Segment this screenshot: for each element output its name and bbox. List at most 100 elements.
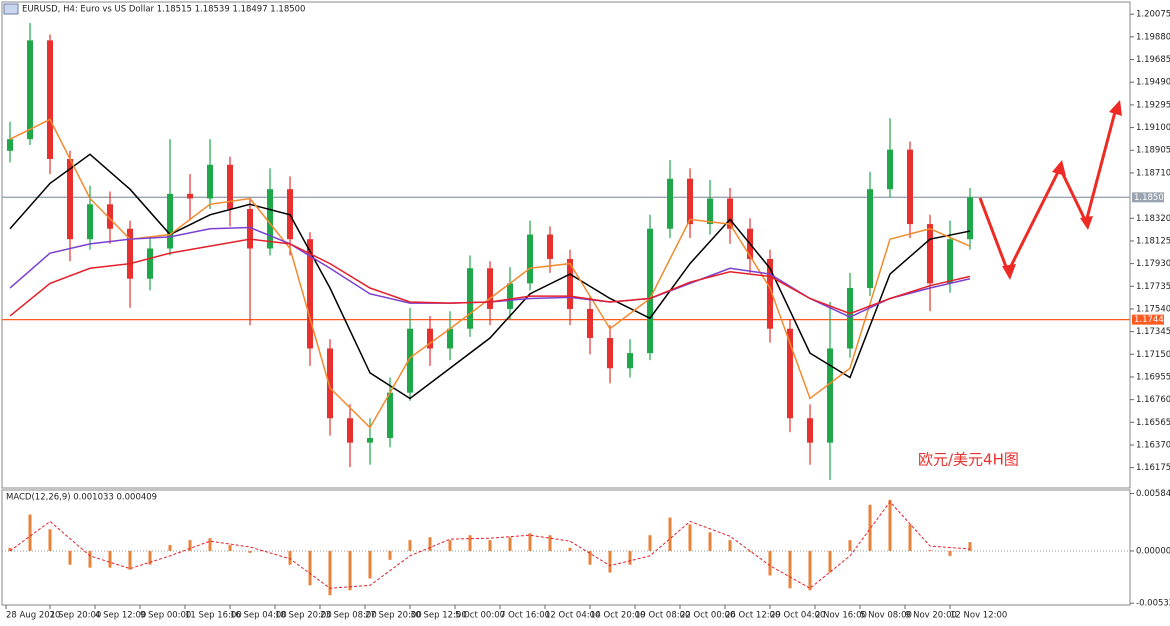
macd-bar — [848, 540, 852, 551]
candle-body — [127, 228, 133, 279]
macd-bar — [688, 524, 692, 551]
candle-body — [647, 228, 653, 354]
macd-bar — [908, 524, 912, 551]
macd-bar — [48, 529, 52, 551]
arrowhead — [1002, 264, 1016, 280]
x-tick-label: 26 Oct 12:00 — [725, 611, 780, 621]
price-frame — [1, 1, 1131, 489]
price-tag-label: 1.17448 — [1134, 315, 1169, 325]
macd-title: MACD(12,26,9) 0.001033 0.000409 — [6, 493, 157, 503]
y-tick-label: 1.18125 — [1136, 236, 1170, 246]
candle-body — [67, 158, 73, 240]
candle-body — [847, 288, 853, 349]
macd-bar — [868, 504, 872, 551]
y-tick-label: 1.19880 — [1136, 32, 1170, 42]
macd-bar — [628, 550, 632, 565]
y-tick-label: 0.005845 — [1136, 489, 1170, 499]
y-tick-label: 1.18320 — [1136, 214, 1170, 224]
candle-body — [367, 438, 373, 443]
macd-frame — [1, 489, 1131, 606]
candle-body — [227, 164, 233, 209]
x-tick-label: 2 Nov 16:00 — [815, 611, 867, 621]
macd-bar — [808, 550, 812, 591]
candle-body — [347, 418, 353, 443]
moving-average — [9, 118, 971, 429]
y-tick-label: 1.19685 — [1136, 55, 1170, 65]
macd-bar — [208, 538, 212, 551]
price-tag-label: 1.18500 — [1134, 193, 1169, 203]
macd-bar — [488, 540, 492, 551]
y-tick-label: 1.17150 — [1136, 350, 1170, 360]
candle-body — [667, 178, 673, 229]
candle-body — [907, 149, 913, 225]
candle-body — [947, 239, 953, 284]
x-tick-label: 19 Oct 08:00 — [635, 611, 690, 621]
macd-bar — [428, 537, 432, 551]
macd-bar — [408, 540, 412, 551]
price-tag — [1132, 314, 1164, 325]
candle-body — [587, 308, 593, 339]
x-tick-label: 23 Sep 08:00 — [320, 611, 377, 621]
macd-bar — [88, 550, 92, 568]
x-tick-label: 1 Sep 20:00 — [50, 611, 101, 621]
candle-body — [887, 149, 893, 190]
candle-body — [27, 40, 33, 140]
candle-body — [707, 198, 713, 225]
macd-bar — [548, 535, 552, 551]
x-tick-label: 11 Sep 16:00 — [185, 611, 242, 621]
macd-bar — [788, 550, 792, 589]
candle-body — [407, 328, 413, 393]
x-tick-label: 27 Sep 20:00 — [365, 611, 422, 621]
candle-body — [807, 418, 813, 443]
signal-line — [9, 501, 971, 589]
candle-body — [47, 40, 53, 159]
macd-bar — [608, 550, 612, 573]
macd-bar — [308, 550, 312, 586]
macd-bar — [368, 550, 372, 579]
macd-bar — [648, 535, 652, 551]
x-tick-label: 12 Nov 12:00 — [950, 611, 1007, 621]
macd-bar — [888, 499, 892, 551]
candle-body — [147, 248, 153, 279]
moving-average — [9, 238, 971, 317]
x-tick-label: 7 Oct 16:00 — [500, 611, 550, 621]
y-tick-label: 1.16955 — [1136, 372, 1170, 382]
candle-body — [167, 193, 173, 249]
macd-bar — [728, 540, 732, 551]
arrowhead — [1052, 160, 1066, 176]
x-tick-label: 12 Oct 04:00 — [545, 611, 600, 621]
macd-bar — [568, 548, 572, 551]
x-tick-label: 9 Sep 00:00 — [140, 611, 191, 621]
candle-body — [87, 204, 93, 240]
x-tick-label: 5 Nov 08:00 — [860, 611, 912, 621]
y-tick-label: 1.17930 — [1136, 259, 1170, 269]
macd-bar — [508, 537, 512, 551]
chart-title: EURUSD, H4: Euro vs US Dollar 1.18515 1.… — [22, 5, 305, 15]
candle-body — [727, 198, 733, 229]
candle-body — [627, 353, 633, 369]
x-tick-label: 9 Nov 20:00 — [905, 611, 957, 621]
y-tick-label: 1.18905 — [1136, 146, 1170, 156]
macd-bar — [288, 550, 292, 565]
candle-body — [327, 348, 333, 419]
y-tick-label: 1.16760 — [1136, 395, 1170, 405]
macd-bar — [828, 550, 832, 573]
y-tick-label: 1.17735 — [1136, 282, 1170, 292]
candle-body — [267, 189, 273, 249]
macd-bar — [348, 550, 352, 591]
macd-bar — [748, 550, 752, 552]
macd-bar — [148, 550, 152, 565]
candle-body — [507, 283, 513, 309]
macd-bar — [128, 550, 132, 570]
y-tick-label: 1.16175 — [1136, 463, 1170, 473]
y-tick-label: 0.000000 — [1136, 546, 1170, 556]
candle-body — [307, 239, 313, 349]
x-tick-label: 22 Oct 00:00 — [680, 611, 735, 621]
candle-body — [387, 392, 393, 439]
macd-bar — [328, 550, 332, 596]
y-tick-label: 1.17540 — [1136, 304, 1170, 314]
candle-body — [467, 268, 473, 329]
candle-body — [447, 328, 453, 349]
